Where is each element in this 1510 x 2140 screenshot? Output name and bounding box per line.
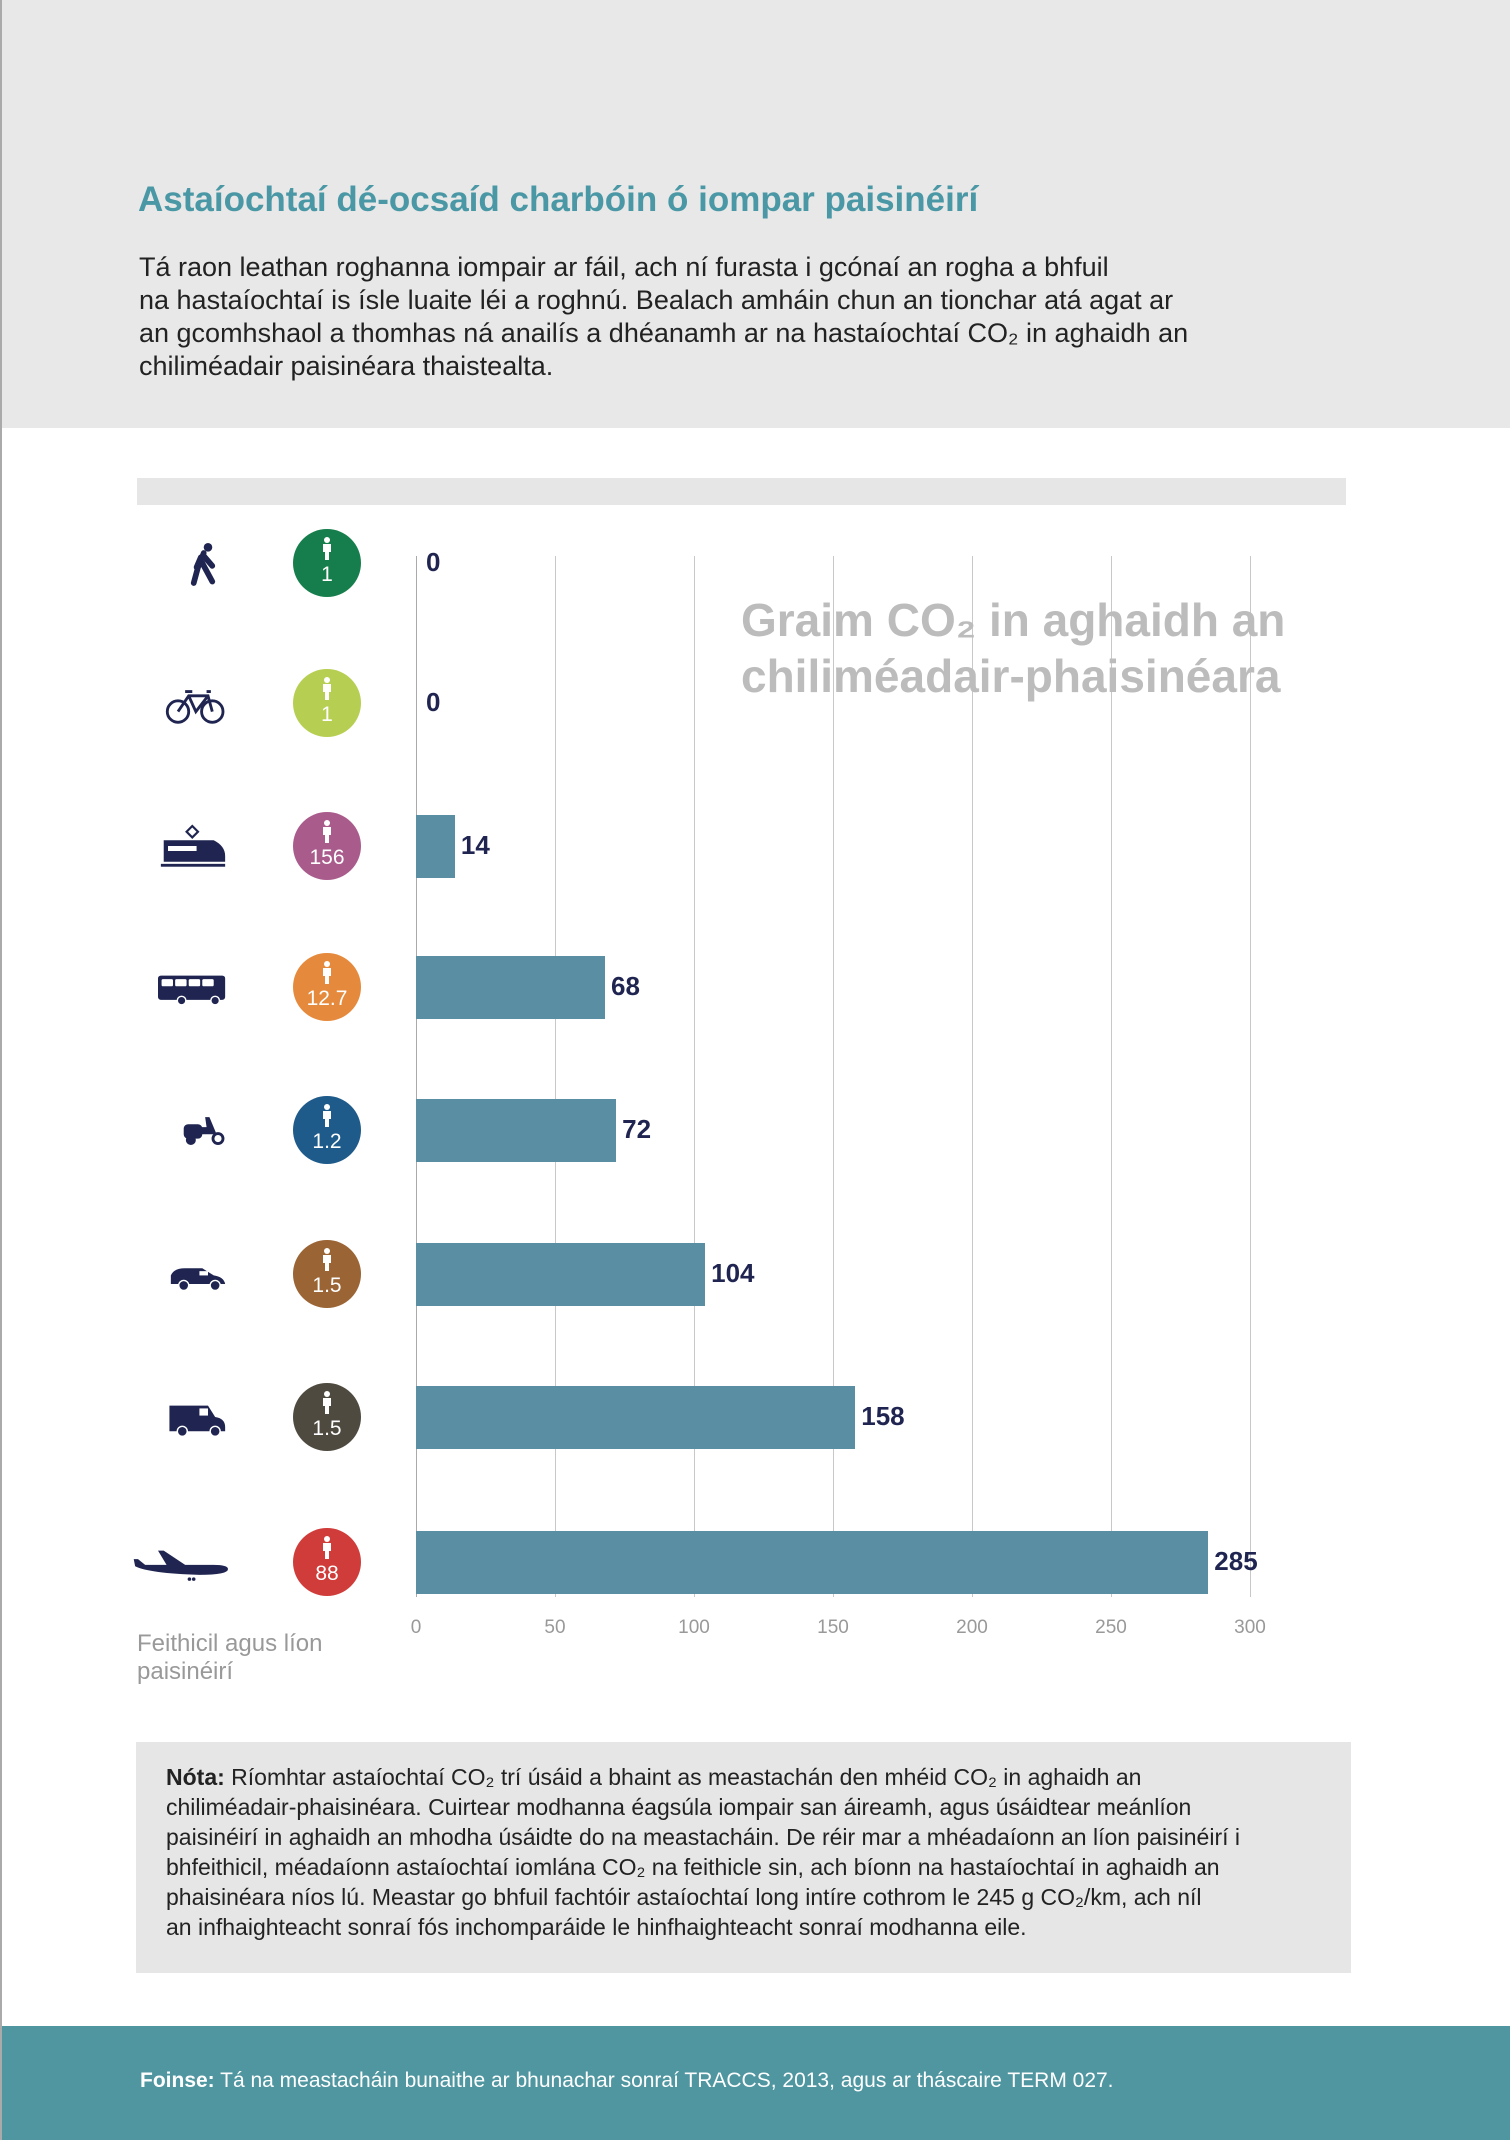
x-tick-label: 300 (1234, 1617, 1266, 1638)
car-icon (170, 1268, 226, 1292)
bar (416, 1243, 706, 1306)
bar-value-label: 158 (861, 1401, 905, 1431)
note-line: chiliméadair-phaisinéara. Cuirtear modha… (166, 1794, 1192, 1820)
passenger-count: 1.5 (312, 1417, 342, 1440)
bicycle-icon (165, 690, 225, 724)
passenger-count-badge: 1 (293, 669, 361, 737)
gridline (972, 556, 973, 1597)
bus-icon (158, 975, 226, 1006)
train-icon (160, 824, 226, 867)
chart-title-line: chiliméadair-phaisinéara (741, 650, 1281, 702)
walking-person-icon (190, 543, 216, 586)
passenger-count-badge: 88 (293, 1528, 361, 1596)
source-label: Foinse: (140, 2069, 215, 2092)
person-icon (323, 820, 331, 843)
passenger-count-badge: 1.2 (293, 1096, 361, 1164)
intro-line: chiliméadair paisinéara thaistealta. (139, 351, 554, 381)
x-tick-label: 100 (678, 1617, 710, 1638)
header-panel (2, 0, 1510, 428)
gridline (1250, 556, 1251, 1597)
bar-value-label: 0 (426, 547, 441, 577)
x-tick-label: 150 (817, 1617, 849, 1638)
bar (416, 815, 455, 878)
person-icon (323, 677, 331, 700)
passenger-count-badge: 1.5 (293, 1383, 361, 1451)
person-icon (323, 1536, 331, 1559)
passenger-count: 1 (321, 563, 333, 586)
footer-bar (2, 2026, 1510, 2140)
gridline (694, 556, 695, 1597)
passenger-count: 88 (315, 1562, 339, 1585)
passenger-count-badge: 1.5 (293, 1240, 361, 1308)
passenger-count-badge: 1 (293, 529, 361, 597)
bar (416, 956, 606, 1019)
note-text: Ríomhtar astaíochtaí CO₂ trí úsáid a bha… (224, 1764, 1142, 1790)
gridline (833, 556, 834, 1597)
bar-value-label: 285 (1214, 1546, 1258, 1576)
x-tick-label: 250 (1095, 1617, 1127, 1638)
bar (416, 1386, 856, 1449)
bar-value-label: 0 (426, 687, 441, 717)
gridline (1111, 556, 1112, 1597)
bar-value-label: 104 (711, 1258, 755, 1288)
bar-value-label: 68 (611, 971, 640, 1001)
chart-top-bar (137, 478, 1346, 505)
note-line: Nóta: Ríomhtar astaíochtaí CO₂ trí úsáid… (166, 1764, 1141, 1791)
intro-line: na hastaíochtaí is ísle luaite léi a rog… (139, 285, 1174, 315)
note-line: an infhaighteacht sonraí fós inchomparái… (166, 1914, 1027, 1940)
x-tick-label: 50 (544, 1617, 566, 1638)
passenger-count: 156 (309, 846, 345, 869)
note-line: phaisinéara níos lú. Meastar go bhfuil f… (166, 1884, 1202, 1910)
passenger-count: 1 (321, 703, 333, 726)
intro-line: Tá raon leathan roghanna iompair ar fáil… (139, 252, 1109, 282)
x-tick-label: 200 (956, 1617, 988, 1638)
bar (416, 1531, 1209, 1594)
chart-title: Graim CO₂ in aghaidh an chiliméadair-pha… (741, 592, 1285, 704)
person-icon (323, 1391, 331, 1414)
page-title: Astaíochtaí dé-ocsaíd charbóin ó iompar … (138, 180, 979, 219)
note-box: Nóta: Ríomhtar astaíochtaí CO₂ trí úsáid… (136, 1742, 1351, 1973)
gridline (416, 556, 417, 1597)
person-icon (323, 961, 331, 984)
passenger-count: 1.2 (312, 1130, 342, 1153)
moped-icon (183, 1117, 225, 1145)
note-label: Nóta: (166, 1764, 225, 1790)
y-axis-label: Feithicil agus líon paisinéirí (137, 1630, 323, 1685)
passenger-count-badge: 156 (293, 812, 361, 880)
person-icon (323, 1248, 331, 1271)
bar (416, 1099, 617, 1162)
gridline (555, 556, 556, 1597)
chart-title-line: Graim CO₂ in aghaidh an (741, 594, 1286, 646)
passenger-count: 12.7 (306, 987, 348, 1010)
passenger-count-badge: 12.7 (293, 953, 361, 1021)
bar-value-label: 14 (460, 830, 490, 860)
person-icon (323, 537, 331, 560)
note-line: paisinéirí in aghaidh an mhodha úsáidte … (166, 1824, 1240, 1850)
van-icon (169, 1405, 226, 1438)
intro-line: an gcomhshaol a thomhas ná anailís a dhé… (139, 318, 1189, 348)
source-text: Foinse: Tá na meastacháin bunaithe ar bh… (140, 2069, 1114, 2093)
person-icon (323, 1104, 331, 1127)
bar-value-label: 72 (622, 1114, 652, 1144)
passenger-count: 1.5 (312, 1274, 342, 1297)
x-tick-label: 0 (410, 1617, 422, 1638)
note-line: bhfeithicil, méadaíonn astaíochtaí iomlá… (166, 1854, 1220, 1880)
airplane-icon (133, 1550, 228, 1581)
source-body: Tá na meastacháin bunaithe ar bhunachar … (214, 2069, 1114, 2092)
